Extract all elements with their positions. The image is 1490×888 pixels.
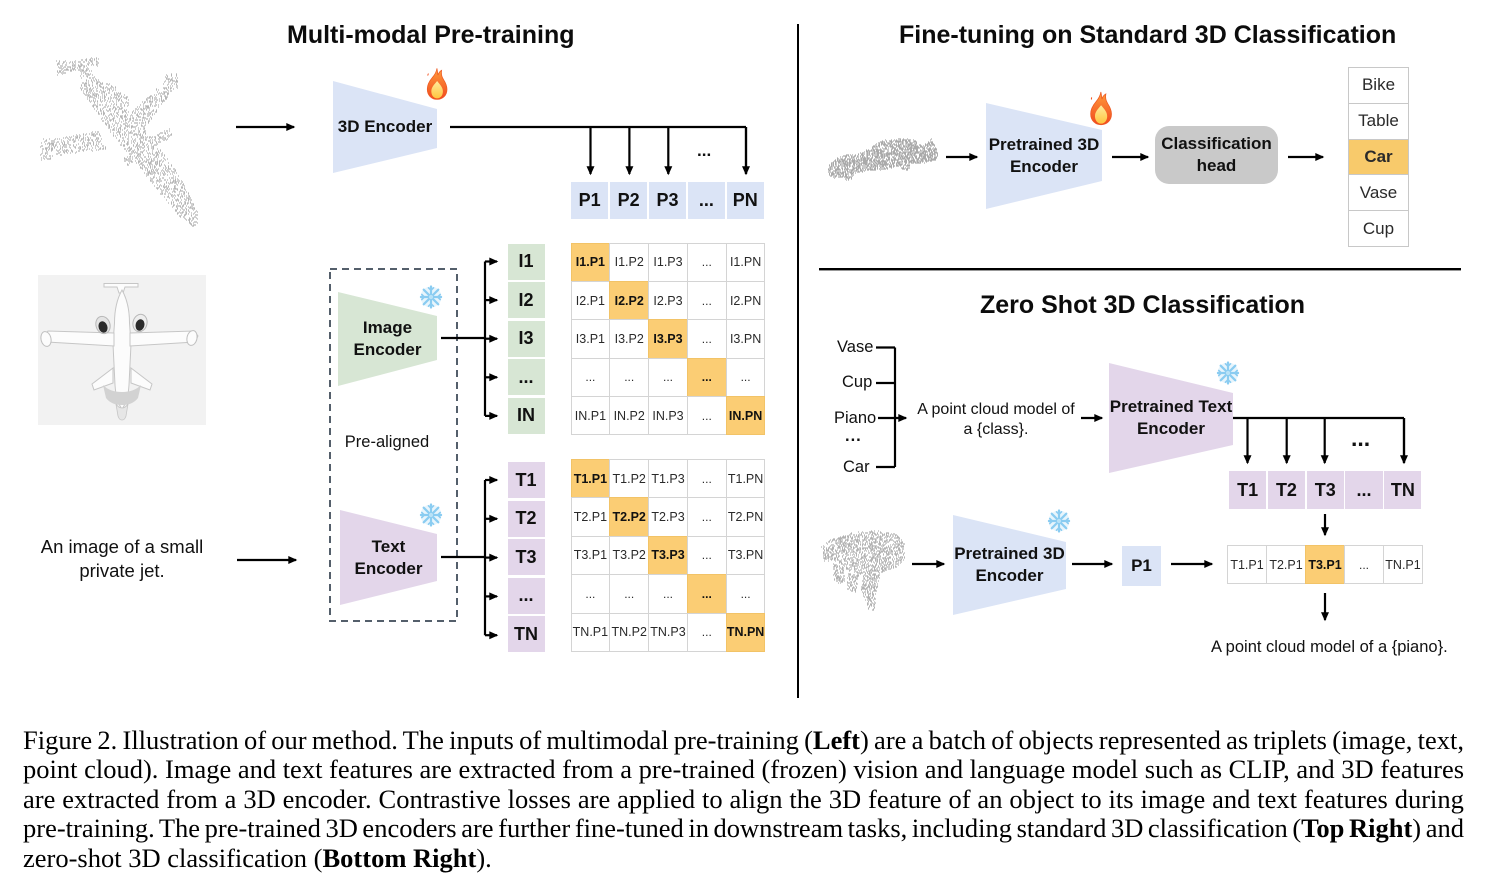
svg-text:...: ... (1351, 425, 1370, 451)
svg-text:...: ... (697, 141, 711, 160)
